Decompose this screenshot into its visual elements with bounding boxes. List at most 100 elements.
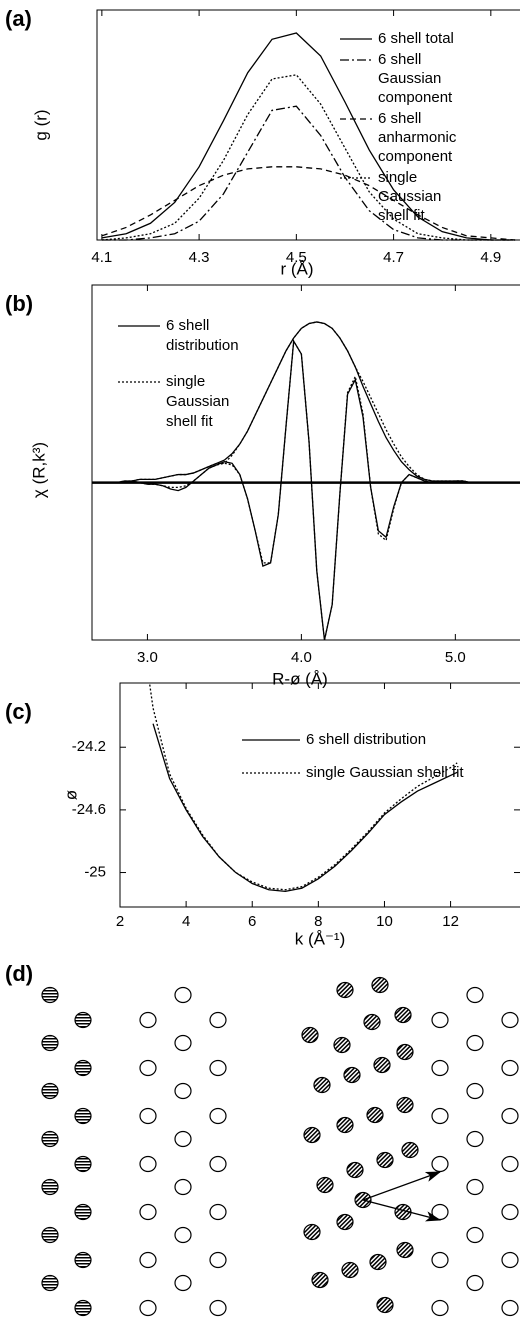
legend-label: 6 shell total — [378, 30, 454, 47]
hatched-atom — [396, 1241, 414, 1259]
hatched-atom — [311, 1271, 329, 1289]
data-line — [101, 74, 516, 241]
x-tick-label: 4.0 — [291, 649, 312, 666]
open-atom — [431, 1299, 449, 1317]
open-atom — [431, 1155, 449, 1173]
striped-atom — [41, 1274, 59, 1292]
striped-atom — [74, 1059, 92, 1077]
open-atom — [466, 1082, 484, 1100]
open-atom — [174, 1034, 192, 1052]
open-atom — [501, 1011, 519, 1029]
legend-label: 6 shell distribution — [166, 317, 239, 354]
hatched-atom — [371, 976, 389, 994]
hatched-atom — [343, 1066, 361, 1084]
data-line — [101, 166, 516, 241]
striped-atom — [41, 986, 59, 1004]
y-tick-label: -24.2 — [72, 738, 106, 755]
data-line — [101, 32, 516, 241]
open-atom — [466, 1130, 484, 1148]
hatched-atom — [369, 1253, 387, 1271]
y-axis-label: ø — [61, 790, 80, 800]
striped-atom — [74, 1299, 92, 1317]
hatched-atom — [333, 1036, 351, 1054]
striped-atom — [41, 1034, 59, 1052]
striped-atom — [41, 1130, 59, 1148]
hatched-atom — [366, 1106, 384, 1124]
hatched-atom — [363, 1013, 381, 1031]
open-atom — [501, 1155, 519, 1173]
open-atom — [139, 1011, 157, 1029]
open-atom — [501, 1299, 519, 1317]
open-atom — [174, 986, 192, 1004]
open-atom — [174, 1178, 192, 1196]
x-tick-label: 6 — [248, 913, 256, 930]
hatched-atom — [394, 1006, 412, 1024]
hatched-atom — [396, 1096, 414, 1114]
open-atom — [174, 1274, 192, 1292]
hatched-atom — [316, 1176, 334, 1194]
open-atom — [174, 1226, 192, 1244]
plot-frame — [91, 284, 520, 641]
open-atom — [466, 986, 484, 1004]
hatched-atom — [336, 1213, 354, 1231]
y-axis-label: g (r) — [31, 109, 50, 140]
hatched-atom — [313, 1076, 331, 1094]
plot-frame — [119, 682, 520, 908]
hatched-atom — [303, 1126, 321, 1144]
x-tick-label: 5.0 — [445, 649, 466, 666]
open-atom — [209, 1203, 227, 1221]
hatched-atom — [336, 1116, 354, 1134]
x-tick-label: 4.1 — [91, 249, 112, 266]
striped-atom — [74, 1203, 92, 1221]
data-line — [116, 321, 487, 484]
hatched-atom — [346, 1161, 364, 1179]
data-line — [149, 684, 458, 891]
open-atom — [209, 1155, 227, 1173]
open-atom — [209, 1299, 227, 1317]
hatched-atom — [373, 1056, 391, 1074]
striped-atom — [41, 1226, 59, 1244]
panel-label: (c) — [5, 699, 32, 724]
striped-atom — [41, 1178, 59, 1196]
legend-label: 6 shell Gaussian component — [378, 51, 453, 106]
data-line — [116, 339, 487, 641]
x-tick-label: 4.9 — [480, 249, 501, 266]
open-atom — [466, 1274, 484, 1292]
x-tick-label: 12 — [442, 913, 459, 930]
legend-label: 6 shell anharmonic component — [378, 110, 457, 165]
open-atom — [501, 1251, 519, 1269]
open-atom — [501, 1203, 519, 1221]
hatched-atom — [376, 1151, 394, 1169]
hatched-atom — [303, 1223, 321, 1241]
open-atom — [209, 1059, 227, 1077]
hatched-atom — [376, 1296, 394, 1314]
panel-label: (b) — [5, 291, 33, 316]
open-atom — [431, 1251, 449, 1269]
arrow — [362, 1171, 442, 1201]
x-tick-label: 4.5 — [286, 249, 307, 266]
arrow — [362, 1199, 442, 1222]
data-line — [152, 723, 458, 892]
x-tick-label: 3.0 — [137, 649, 158, 666]
open-atom — [431, 1107, 449, 1125]
open-atom — [139, 1299, 157, 1317]
striped-atom — [74, 1107, 92, 1125]
x-tick-label: 10 — [376, 913, 393, 930]
hatched-atom — [341, 1261, 359, 1279]
striped-atom — [74, 1155, 92, 1173]
x-tick-label: 4.3 — [189, 249, 210, 266]
open-atom — [139, 1107, 157, 1125]
open-atom — [139, 1203, 157, 1221]
open-atom — [209, 1107, 227, 1125]
open-atom — [209, 1011, 227, 1029]
x-tick-label: 4 — [182, 913, 190, 930]
open-atom — [431, 1203, 449, 1221]
x-axis-label: k (Å⁻¹) — [295, 929, 346, 948]
plot-frame — [96, 9, 520, 241]
hatched-atom — [396, 1043, 414, 1061]
legend-label: single Gaussian shell fit — [306, 764, 464, 781]
x-tick-label: 4.7 — [383, 249, 404, 266]
x-tick-label: 2 — [116, 913, 124, 930]
open-atom — [501, 1059, 519, 1077]
